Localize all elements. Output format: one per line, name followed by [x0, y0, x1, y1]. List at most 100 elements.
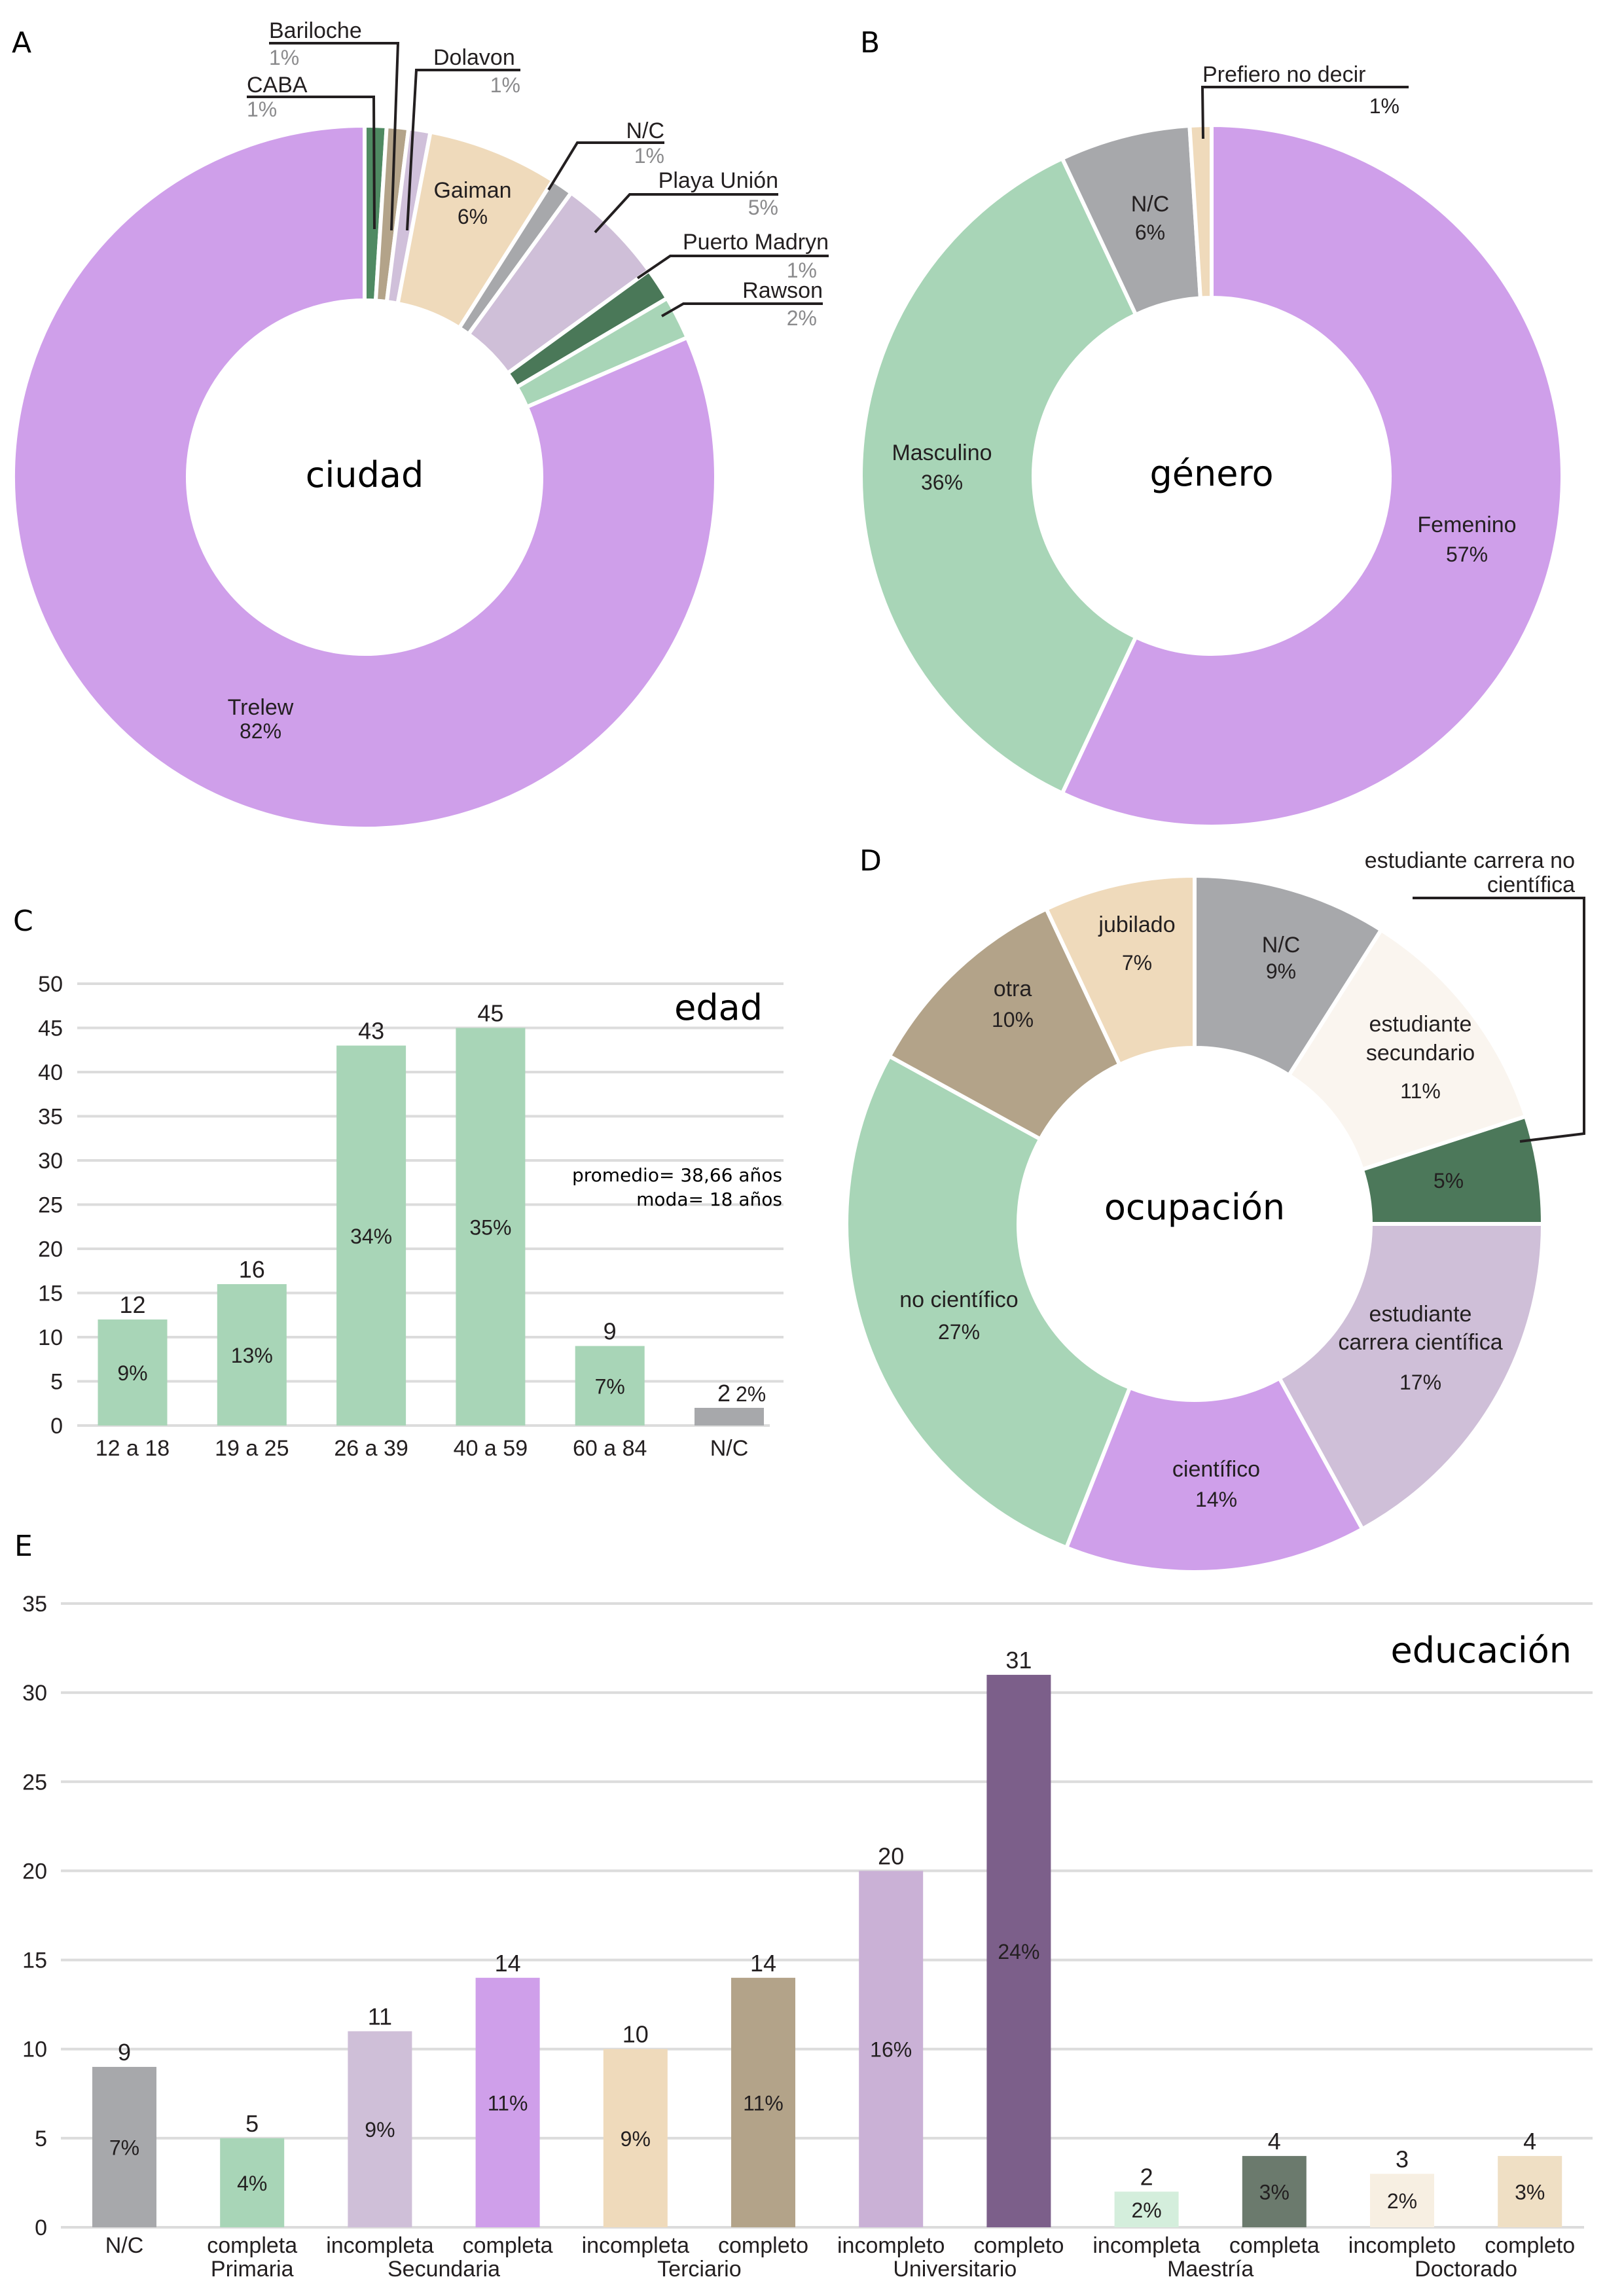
- donut-slice: [1187, 122, 1214, 300]
- slice-label: secundario: [1366, 1041, 1475, 1066]
- bar-percent-label: 2%: [1131, 2198, 1161, 2222]
- bar-chart-c: C 0 5 10 15 20 25 30 35 40 45 50 12 9% 12 a 18 16 13% 19 …: [13, 905, 784, 1461]
- y-tick-label: 35: [22, 1592, 47, 1617]
- callout-percent: 5%: [748, 196, 778, 219]
- y-tick-label: 10: [22, 2037, 47, 2062]
- x-category-label: N/C: [710, 1436, 749, 1461]
- x-category-label: N/C: [105, 2233, 144, 2258]
- bar-value-label: 3: [1396, 2145, 1409, 2172]
- callout-label: N/C: [626, 118, 664, 143]
- bar-percent-label: 34%: [350, 1225, 392, 1248]
- callout-percent: 1%: [247, 98, 277, 121]
- bar-value-label: 31: [1005, 1647, 1032, 1674]
- slice-percent: 82%: [240, 719, 281, 743]
- y-tick-label: 45: [38, 1016, 63, 1041]
- callout-percent: 2%: [787, 306, 817, 330]
- donut-center-title: ciudad: [306, 454, 424, 495]
- slice-percent: 11%: [1400, 1079, 1441, 1103]
- slice-label: Masculino: [892, 440, 992, 465]
- slice-label: otra: [994, 977, 1032, 1001]
- leader-line: [661, 302, 823, 317]
- x-category-label: completa: [207, 2233, 297, 2258]
- bar-value-label: 9: [118, 2039, 131, 2066]
- slice-percent: 17%: [1399, 1371, 1441, 1394]
- y-tick-label: 40: [38, 1060, 63, 1085]
- callout-label: Puerto Madryn: [683, 230, 829, 255]
- panel-letter: C: [13, 905, 33, 938]
- donut-slice: [859, 156, 1139, 796]
- x-category-label: 19 a 25: [215, 1436, 289, 1461]
- bar: [336, 1045, 406, 1426]
- bar-percent-label: 9%: [365, 2118, 395, 2142]
- slice-label: jubilado: [1098, 912, 1175, 937]
- bar-value-label: 10: [623, 2021, 649, 2048]
- donut-slice: [1064, 1375, 1365, 1574]
- slice-label: científico: [1172, 1457, 1260, 1482]
- bar: [575, 1346, 645, 1426]
- bar-percent-label: 2%: [1387, 2189, 1417, 2213]
- leader-line: [594, 193, 778, 234]
- x-category-label: 12 a 18: [96, 1436, 170, 1461]
- y-tick-label: 30: [22, 1681, 47, 1706]
- x-group-label: Secundaria: [388, 2257, 500, 2282]
- slice-label: Gaiman: [433, 178, 511, 203]
- chart-title: edad: [674, 987, 763, 1028]
- bar-percent-label: 24%: [998, 1940, 1039, 1964]
- bar-percent-label: 7%: [595, 1374, 625, 1398]
- bar-percent-label: 9%: [621, 2127, 651, 2151]
- bar-percent-label: 11%: [488, 2091, 528, 2115]
- callout-label: Dolavon: [433, 45, 515, 70]
- bar-value-label: 14: [750, 1950, 776, 1977]
- donut-slice: [11, 123, 718, 831]
- bar-value-label: 4: [1523, 2128, 1536, 2155]
- bar: [986, 1674, 1051, 2227]
- bar: [348, 2031, 412, 2227]
- bar-percent-label: 16%: [870, 2038, 912, 2062]
- donut-slice: [886, 906, 1123, 1142]
- bar: [603, 2049, 668, 2227]
- x-group-label: Primaria: [211, 2257, 294, 2282]
- bar-value-label: 2: [1140, 2164, 1153, 2191]
- y-tick-label: 25: [22, 1770, 47, 1795]
- slice-percent: 36%: [921, 471, 963, 494]
- slice-label: estudiante: [1369, 1302, 1472, 1327]
- x-category-label: completo: [1485, 2233, 1575, 2258]
- bar: [1498, 2156, 1562, 2227]
- x-category-label: 40 a 59: [454, 1436, 528, 1461]
- bar-percent-label: 4%: [237, 2172, 267, 2195]
- leader-line: [636, 255, 829, 279]
- bar-value-label: 9: [604, 1318, 617, 1345]
- slice-label: Femenino: [1417, 512, 1516, 537]
- callout-label: científica: [1487, 872, 1575, 897]
- donut-center-title: género: [1150, 453, 1274, 494]
- bar: [456, 1028, 526, 1426]
- panel-letter: B: [860, 26, 880, 60]
- y-tick-label: 0: [35, 2215, 47, 2240]
- bar-percent-label: 9%: [117, 1361, 147, 1385]
- bar-percent-label: 35%: [469, 1215, 511, 1239]
- donut-center-title: ocupación: [1104, 1187, 1285, 1228]
- bar-value-label: 2: [717, 1380, 731, 1407]
- bar: [475, 1977, 540, 2227]
- bar: [695, 1408, 764, 1426]
- chart-title: educación: [1391, 1630, 1572, 1671]
- x-category-label: incompleto: [837, 2233, 945, 2258]
- bar: [92, 2066, 156, 2227]
- bar: [217, 1284, 287, 1426]
- slice-percent: 57%: [1446, 543, 1488, 566]
- bar-value-label: 11: [368, 2003, 392, 2030]
- x-category-label: completa: [463, 2233, 553, 2258]
- bar: [98, 1319, 168, 1426]
- donut-chart-b: B Femenino 57% Masculino 36% N/C 6% Prefiero no…: [859, 26, 1564, 829]
- bar-value-label: 20: [878, 1842, 904, 1869]
- callout-percent: 1%: [634, 144, 664, 168]
- bar-chart-e: E 0 5 10 15 20 25 30 35 9 7% N/C 5 4% completa 11 9% inco…: [14, 1530, 1593, 2282]
- y-tick-label: 0: [50, 1414, 63, 1439]
- y-tick-label: 10: [38, 1325, 63, 1350]
- callout-label: Prefiero no decir: [1202, 62, 1365, 87]
- y-tick-label: 15: [38, 1282, 63, 1306]
- slice-label: N/C: [1131, 192, 1170, 217]
- donut-slice: [1286, 927, 1528, 1172]
- chart-annotation: moda= 18 años: [636, 1189, 782, 1210]
